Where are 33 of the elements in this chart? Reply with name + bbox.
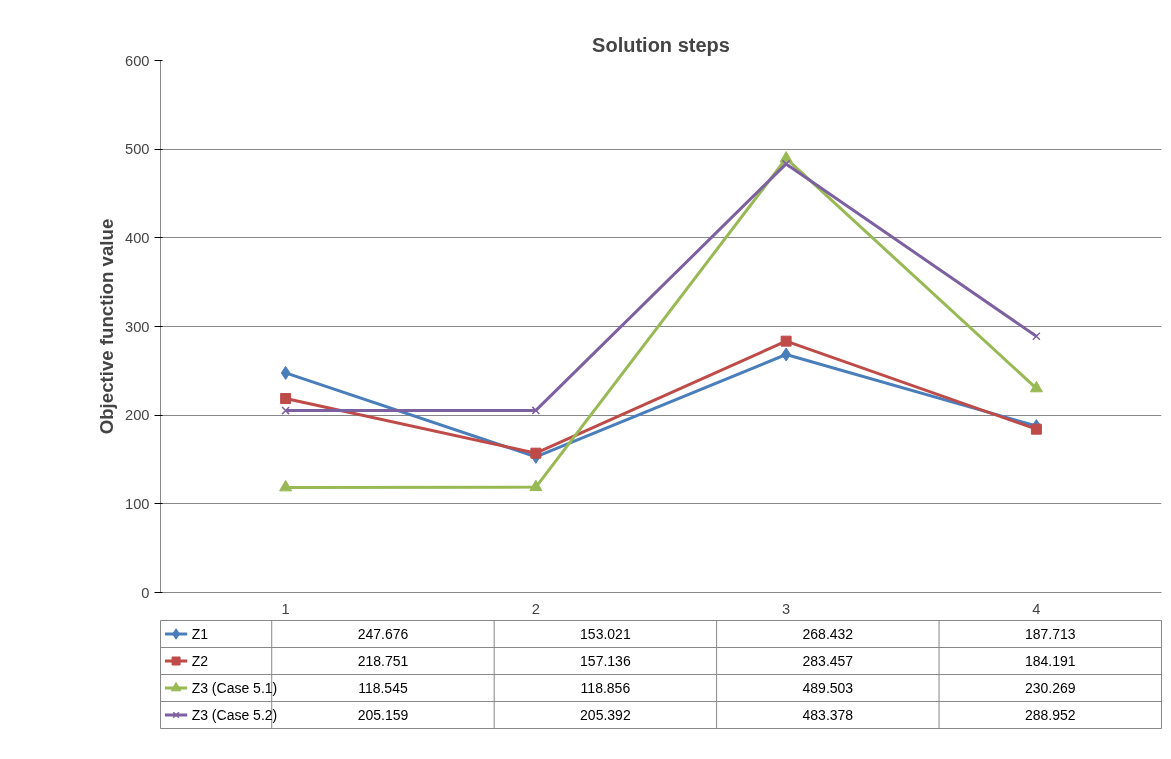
data-label: 205.159	[357, 707, 409, 723]
x-tick-label: 4	[1032, 600, 1041, 617]
data-label: 118.545	[358, 680, 408, 696]
legend-label: Z3 (Case 5.1)	[191, 680, 278, 696]
y-tick-label: 0	[141, 584, 150, 601]
x-tick-label: 3	[782, 600, 791, 617]
legend-label: Z2	[191, 653, 209, 669]
data-label: 288.952	[1024, 707, 1076, 723]
y-axis-title: Objective function value	[96, 218, 118, 435]
data-label: 153.021	[580, 626, 631, 642]
data-label: 268.432	[802, 626, 854, 642]
y-tick-label: 400	[125, 229, 150, 246]
data-label: 489.503	[802, 680, 854, 696]
data-label: 157.136	[580, 653, 631, 669]
x-tick-label: 2	[531, 600, 540, 617]
data-label: 218.751	[357, 653, 409, 669]
y-tick-label: 200	[125, 407, 150, 424]
data-label: 483.378	[802, 707, 854, 723]
x-tick-label: 1	[281, 600, 290, 617]
legend-label: Z1	[191, 626, 209, 642]
data-label: 184.191	[1024, 653, 1076, 669]
legend-label: Z3 (Case 5.2)	[191, 707, 278, 723]
y-tick-label: 500	[125, 141, 150, 158]
data-label: 247.676	[357, 626, 409, 642]
data-label: 205.392	[580, 707, 631, 723]
y-tick-label: 100	[125, 495, 150, 512]
data-label: 118.856	[580, 680, 631, 696]
chart-title: Solution steps	[592, 33, 730, 56]
y-tick-label: 300	[125, 318, 150, 335]
data-label: 230.269	[1024, 680, 1076, 696]
data-label: 187.713	[1024, 626, 1076, 642]
data-label: 283.457	[802, 653, 854, 669]
y-tick-label: 600	[125, 52, 150, 69]
